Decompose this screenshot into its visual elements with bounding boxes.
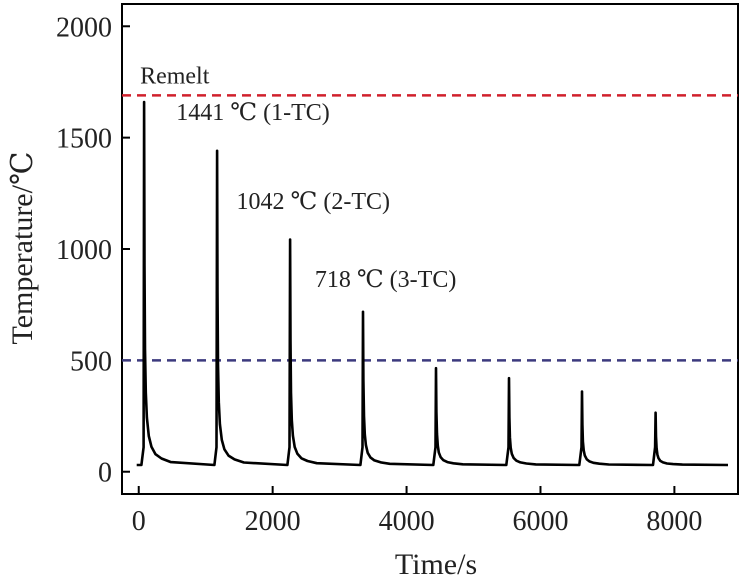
x-tick-label: 4000: [379, 506, 435, 537]
axes-layer: 0 2000 4000 6000 8000 0 500 1000 1500 2000: [56, 3, 739, 537]
x-axis-title: Time/s: [395, 548, 477, 581]
y-tick-label: 500: [70, 346, 112, 377]
temperature-line: [136, 100, 729, 467]
reference-lines-layer: Remelt: [122, 63, 738, 362]
peak-annotation: 1042 ℃ (2-TC): [236, 189, 390, 215]
x-tick-label: 6000: [512, 506, 568, 537]
peak-annotation: 1441 ℃ (1-TC): [176, 100, 330, 126]
plot-frame: [121, 3, 739, 495]
y-tick-label: 1500: [56, 124, 112, 155]
reference-line-label: Remelt: [140, 63, 210, 89]
y-tick-label: 1000: [56, 235, 112, 266]
y-tick-label: 2000: [56, 12, 112, 43]
annotations-layer: 1441 ℃ (1-TC) 1042 ℃ (2-TC) 718 ℃ (3-TC): [176, 100, 456, 293]
y-axis-title: Temperature/℃: [6, 151, 39, 344]
x-tick-label: 8000: [646, 506, 702, 537]
x-tick-label: 2000: [245, 506, 301, 537]
y-tick-label: 0: [98, 458, 112, 489]
peak-annotation: 718 ℃ (3-TC): [315, 267, 457, 293]
series-layer: [136, 100, 729, 467]
x-tick-label: 0: [132, 506, 146, 537]
